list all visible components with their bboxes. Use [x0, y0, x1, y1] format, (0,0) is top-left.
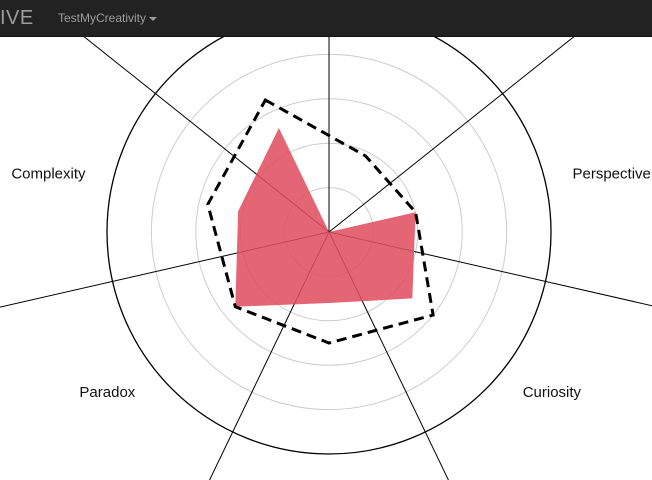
caret-down-icon [149, 16, 158, 21]
series-area-1 [235, 128, 416, 307]
brand-logo[interactable]: IVE [0, 7, 34, 29]
axis-label-perspective: Perspective [573, 166, 651, 183]
radar-chart: PersistenceConnectionPerspectiveCuriosit… [0, 37, 652, 480]
test-dropdown-label: TestMyCreativity [58, 11, 147, 25]
axis-labels: PersistenceConnectionPerspectiveCuriosit… [11, 166, 651, 401]
radar-series [206, 97, 435, 345]
navbar: IVE TestMyCreativity [0, 0, 652, 37]
test-dropdown[interactable]: TestMyCreativity [58, 0, 158, 36]
sector-divider [328, 37, 575, 233]
outer-ring [106, 37, 552, 455]
axis-label-curiosity: Curiosity [523, 384, 582, 401]
axis-label-complexity: Complexity [11, 166, 86, 183]
axis-label-paradox: Paradox [79, 384, 135, 401]
